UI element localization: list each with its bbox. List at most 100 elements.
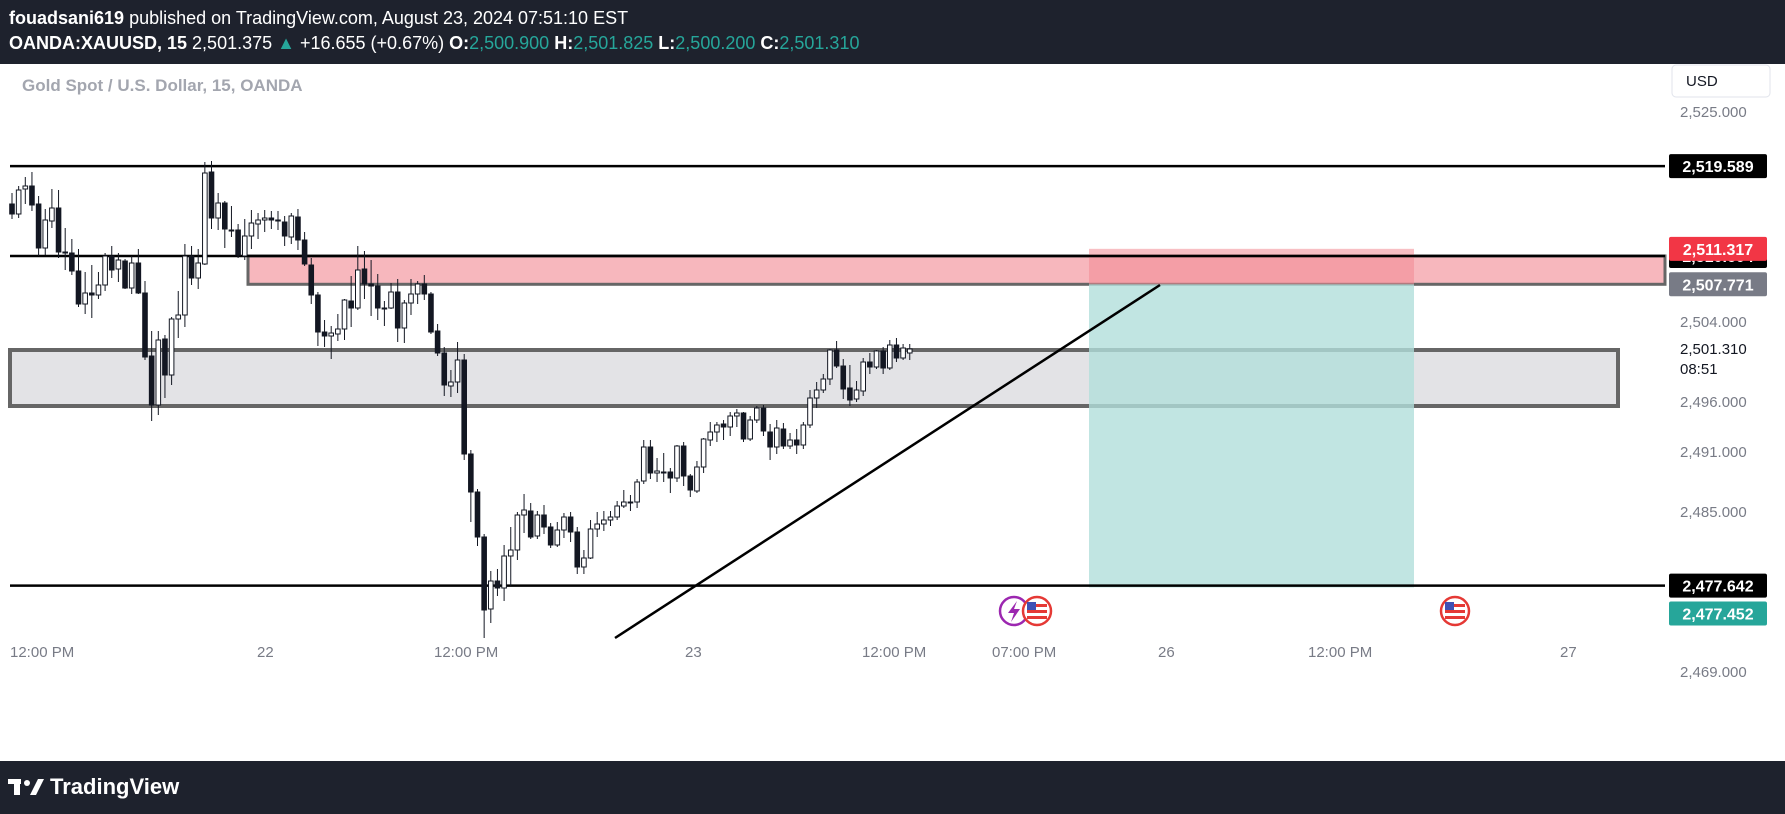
candle [235,224,241,258]
trend-line[interactable] [614,283,1161,640]
candle [428,292,434,334]
time-axis[interactable]: 12:00 PM 22 12:00 PM 23 12:00 PM 07:00 PM 26 12… [10,644,1577,661]
candle [401,300,408,343]
entry-price-badge-text: 2,507.771 [1682,277,1753,294]
bullish-candle-body [501,555,507,589]
bullish-candle-body [707,431,714,441]
candle [700,438,707,473]
candle [906,344,913,360]
bearish-candle-body [740,412,747,440]
bearish-candle-body [793,439,800,446]
bullish-candle-body [800,424,807,446]
position-target-zone[interactable] [1089,284,1414,588]
candle [89,265,95,318]
candle [634,479,640,508]
bullish-candle-body [827,349,833,380]
bearish-candle-body [880,350,886,369]
bullish-candle-body [587,528,594,559]
candle [860,358,867,396]
candle [867,353,873,374]
candle [168,317,175,385]
target-price-badge[interactable]: 2,477.452 [1669,601,1767,626]
bearish-candle-body [667,471,674,479]
candle [341,299,348,340]
candle [840,359,847,399]
bearish-candle-body [481,536,487,611]
time-tick-label: 26 [1158,644,1175,661]
candle [448,370,454,397]
candle [69,239,75,275]
stop-price-badge[interactable]: 2,511.317 [1669,236,1767,261]
bearish-candle-body [893,344,900,359]
candle [441,347,448,396]
candle [707,422,714,446]
tradingview-logo[interactable]: TradingView [8,774,179,800]
bearish-candle-body [428,293,434,333]
bearish-candle-body [567,516,574,533]
bullish-candle-body [853,389,860,400]
candle [454,342,461,393]
currency-label: USD [1686,73,1718,90]
candle [640,440,647,484]
candle [115,253,122,282]
author-name[interactable]: fouadsani619 [9,8,125,28]
candle [554,522,561,547]
candle [754,406,760,423]
candle [541,505,547,534]
candle [767,424,773,460]
candle [328,326,334,359]
line-price-badge[interactable]: 2,519.589 [1669,154,1767,179]
bullish-candle-body [155,339,162,406]
chart-panel[interactable]: Gold Spot / U.S. Dollar, 15, OANDA USD 2… [0,64,1785,761]
us-flag-event-icon[interactable] [1439,595,1471,627]
candle [388,283,394,309]
publish-info: fouadsani619 published on TradingView.co… [9,8,628,29]
us-flag-event-icon[interactable] [1021,595,1053,627]
candle [601,511,607,531]
price-chart[interactable]: Gold Spot / U.S. Dollar, 15, OANDA USD 2… [0,64,1785,761]
candle [42,209,49,255]
bullish-candle-body [288,215,295,238]
candle [155,331,162,415]
time-tick-label: 12:00 PM [862,644,926,661]
bearish-candle-body [767,431,773,448]
price-axis[interactable]: 2,525.000 2,504.000 2,496.000 2,491.000 2,48… [1669,104,1767,681]
price-tick-label: 2,504.000 [1680,314,1747,331]
bearish-candle-body [468,453,474,493]
bearish-candle-body [188,255,195,279]
bullish-candle-body [408,293,414,304]
bullish-candle-body [95,284,102,296]
candle [62,228,69,270]
bearish-candle-body [75,270,82,305]
bearish-candle-body [295,216,301,241]
candle [887,340,893,370]
line-price-badge[interactable]: 2,477.642 [1669,573,1767,598]
bearish-candle-body [847,387,853,401]
bearish-candle-body [9,203,15,215]
bullish-candle-body [168,318,175,376]
bullish-candle-body [202,172,208,265]
logo-text: TradingView [50,774,180,799]
bullish-candle-body [507,549,514,557]
position-stop-zone[interactable] [1089,248,1414,285]
bullish-candle-body [102,255,108,286]
bearish-candle-body [441,352,448,386]
entry-price-badge[interactable]: 2,507.771 [1669,272,1767,297]
supply-zone[interactable] [246,254,1667,286]
candle [308,258,315,304]
candle [507,527,514,586]
line-price-badge-text: 2,477.642 [1682,579,1753,596]
candle [468,450,474,522]
bullish-candle-body [341,299,348,330]
bearish-candle-body [394,291,401,329]
bullish-candle-body [115,259,122,270]
bullish-candle-body [773,427,780,448]
bullish-candle-body [22,185,29,190]
bearish-candle-body [381,307,388,310]
bearish-candle-body [162,338,168,376]
price-tick-label: 2,496.000 [1680,394,1747,411]
price-change: +16.655 (+0.67%) [299,33,445,53]
currency-button[interactable]: USD [1671,64,1771,98]
bullish-candle-body [414,283,421,295]
candle [621,490,627,508]
